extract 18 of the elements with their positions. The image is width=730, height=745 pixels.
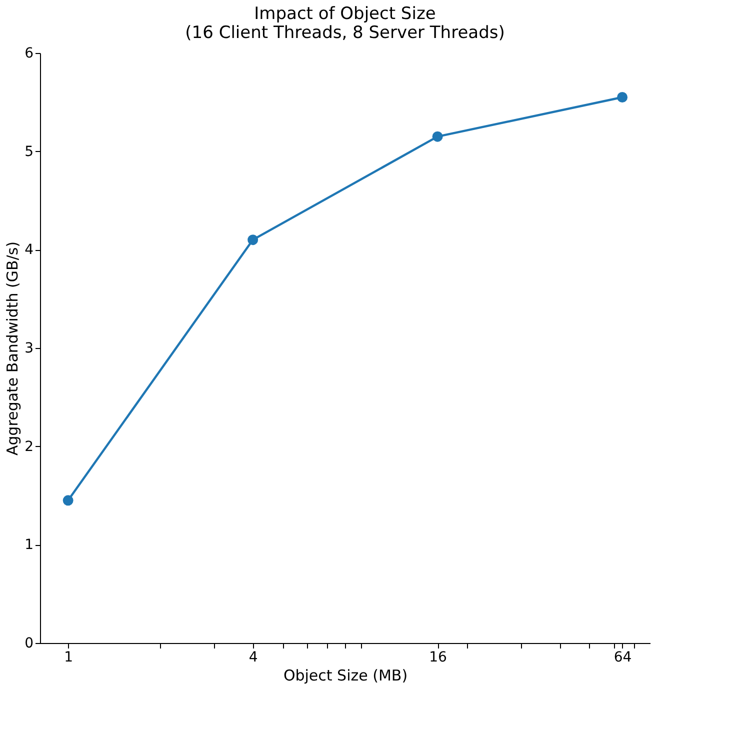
point xyxy=(62,495,74,506)
x-tick-label: 16 xyxy=(429,650,448,666)
chart-title: Impact of Object Size (16 Client Threads, 8 Server Threads) xyxy=(185,4,505,43)
x-tick-label: 1 xyxy=(64,650,74,666)
point xyxy=(432,131,443,142)
x-axis-title: Object Size (MB) xyxy=(283,666,408,684)
point xyxy=(617,92,628,102)
point xyxy=(248,234,258,246)
x-tick-label: 4 xyxy=(248,650,258,666)
y-tick-label: 2 xyxy=(24,438,34,455)
x-tick-label: 64 xyxy=(614,650,632,666)
y-tick-label: 1 xyxy=(24,537,34,554)
y-tick-label: 4 xyxy=(24,242,34,258)
y-axis-title: Aggregate Bandwidth (GB/s) xyxy=(4,241,22,456)
y-tick-label: 3 xyxy=(24,340,34,356)
y-tick-label: 0 xyxy=(24,636,34,652)
y-tick-label: 5 xyxy=(24,144,34,160)
y-tick-label: 6 xyxy=(24,46,34,62)
